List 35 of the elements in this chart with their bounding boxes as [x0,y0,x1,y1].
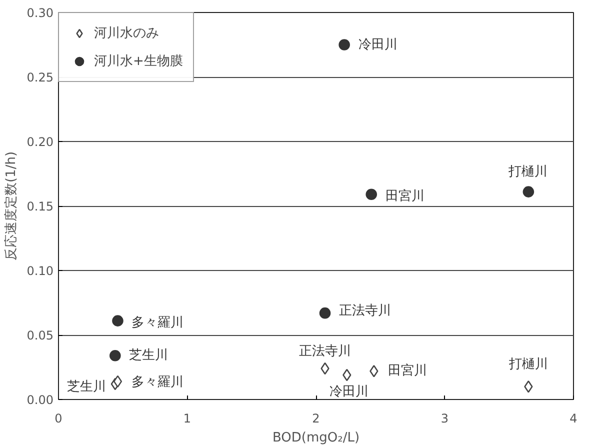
annotation: 芝生川 [67,380,106,395]
annotation: 多々羅川 [132,374,184,390]
legend-label: 河川水+生物膜 [94,53,183,70]
annotation: 田宮川 [388,362,427,379]
y-tick-label: 0.10 [26,264,54,278]
x-tick-label: 4 [570,412,578,426]
x-axis-title: BOD(mgO₂/L) [272,430,360,446]
point [110,350,121,362]
point [113,375,122,388]
y-tick-label: 0.15 [26,200,54,214]
x-tick-label: 3 [440,412,449,426]
y-tick-label: 0.20 [26,135,54,149]
annotation: 正法寺川 [339,304,392,319]
y-tick-label: 0.30 [26,6,54,20]
annotation: 打樋川 [508,357,548,372]
annotation: 冷田川 [358,37,398,52]
x-tick-label: 0 [54,412,62,426]
annotation: 打樋川 [507,164,548,180]
annotation: 正法寺川 [299,344,352,360]
annotation: 芝生川 [129,348,168,364]
point [338,39,350,50]
x-tick-label: 1 [183,412,192,426]
point [319,307,331,319]
y-tick-label: 0.25 [26,70,54,84]
point [112,315,124,326]
y-tick-label: 0.05 [26,328,54,342]
annotation: 冷田川 [329,384,368,400]
x-tick-label: 2 [312,412,320,426]
annotation: 多々羅川 [132,315,184,330]
point [366,188,378,200]
legend-label: 河川水のみ [94,25,159,42]
y-axis-title: 反応速度定数(1/h) [2,151,19,261]
point [522,186,534,198]
y-tick-label: 0.00 [26,393,54,407]
annotation: 田宮川 [385,188,424,204]
